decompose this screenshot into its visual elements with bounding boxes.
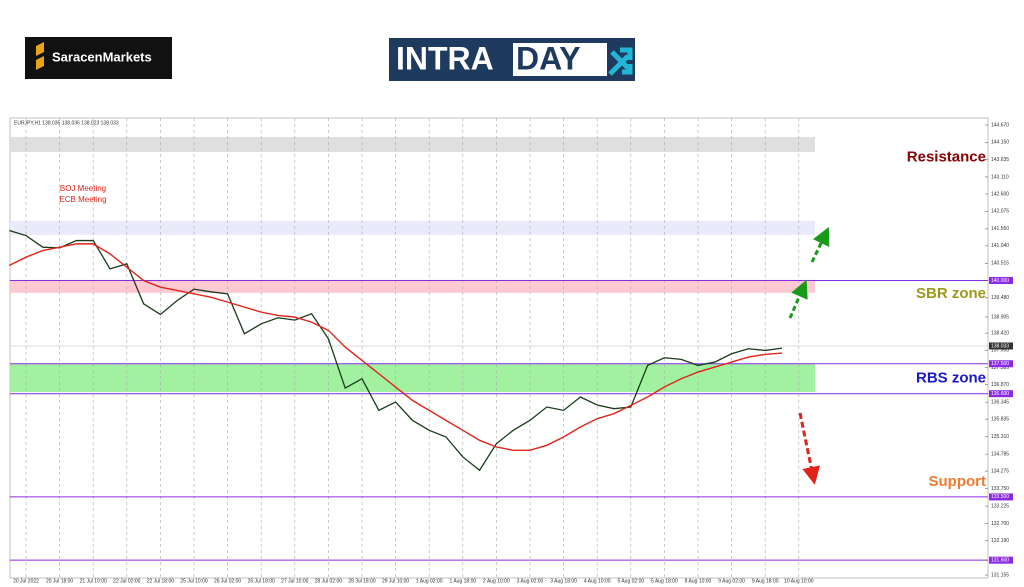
- x-tick-label: 22 Jul 02:00: [113, 578, 140, 584]
- x-tick-label: 2 Aug 10:00: [483, 578, 510, 584]
- y-tick-label: 137.385: [991, 365, 1009, 371]
- y-tick-label: 138.420: [991, 330, 1009, 336]
- y-tick-label: 136.345: [991, 400, 1009, 406]
- zone-label: SBR zone: [916, 285, 986, 302]
- brand-logo: [25, 37, 172, 79]
- y-tick-label: 142.600: [991, 191, 1009, 197]
- level-label-box: [989, 493, 1013, 501]
- y-tick-label: 133.225: [991, 503, 1009, 509]
- x-tick-label: 3 Aug 02:00: [517, 578, 544, 584]
- zone: [10, 279, 815, 293]
- x-tick-label: 28 Jul 18:00: [348, 578, 375, 584]
- x-tick-label: 3 Aug 18:00: [550, 578, 577, 584]
- x-tick-label: 20 Jul 2022: [13, 578, 39, 584]
- y-tick-label: 132.700: [991, 521, 1009, 527]
- x-tick-label: 4 Aug 10:00: [584, 578, 611, 584]
- badge-highlight: [513, 43, 607, 76]
- x-tick-label: 1 Aug 02:00: [416, 578, 443, 584]
- y-tick-label: 137.900: [991, 348, 1009, 354]
- y-tick-label: 133.750: [991, 486, 1009, 492]
- y-tick-label: 138.905: [991, 314, 1009, 320]
- arrow-down: [798, 412, 820, 485]
- symbol-info: EURJPY,H1 138.035 138.036 138.023 138.03…: [14, 120, 119, 126]
- y-tick-label: 143.110: [991, 174, 1009, 180]
- x-tick-label: 26 Jul 18:00: [248, 578, 275, 584]
- y-tick-label: 144.150: [991, 140, 1009, 146]
- brand-name: SaracenMarkets: [52, 49, 152, 64]
- level-label: 136.600: [991, 391, 1009, 397]
- level-label: 137.500: [991, 361, 1009, 367]
- annotation: ECB Meeting: [59, 195, 106, 204]
- x-tick-label: 22 Jul 18:00: [147, 578, 174, 584]
- level-label: 131.600: [991, 558, 1009, 564]
- y-tick-label: 136.870: [991, 382, 1009, 388]
- y-tick-label: 139.480: [991, 295, 1009, 301]
- x-tick-label: 9 Aug 18:00: [752, 578, 779, 584]
- y-tick-label: 134.275: [991, 468, 1009, 474]
- y-tick-label: 143.635: [991, 157, 1009, 163]
- y-tick-label: 140.515: [991, 261, 1009, 267]
- zone-label: Resistance: [907, 148, 986, 165]
- brand-icon: [36, 42, 44, 70]
- x-tick-label: 20 Jul 18:00: [46, 578, 73, 584]
- y-tick-label: 132.190: [991, 538, 1009, 544]
- y-tick-label: 135.835: [991, 417, 1009, 423]
- x-tick-label: 29 Jul 10:00: [382, 578, 409, 584]
- chart: 20 Jul 2022 20 Jul 18:00 21 Jul 10:00 22 Ju…: [8, 118, 1013, 584]
- series-line: [8, 243, 783, 452]
- level-label-box: [989, 390, 1013, 398]
- x-tick-label: 28 Jul 02:00: [315, 578, 342, 584]
- level-label: 140.000: [991, 278, 1009, 284]
- y-tick-label: 142.075: [991, 209, 1009, 215]
- arrow-up: [788, 279, 808, 319]
- series-line: [9, 229, 783, 472]
- x-tick-label: 21 Jul 10:00: [80, 578, 107, 584]
- level-label-box: [989, 276, 1013, 284]
- x-tick-label: 25 Jul 10:00: [180, 578, 207, 584]
- chart-frame: [9, 117, 989, 579]
- zone: [10, 364, 815, 393]
- annotation: BOJ Meeting: [60, 184, 106, 193]
- zone: [10, 220, 815, 235]
- y-tick-label: 135.310: [991, 434, 1009, 440]
- x-tick-label: 27 Jul 10:00: [281, 578, 308, 584]
- arrow-up: [810, 226, 830, 263]
- badge-icon: [608, 47, 633, 76]
- badge-text: INTRA: [396, 40, 494, 76]
- price-label: 138.033: [991, 343, 1009, 349]
- x-tick-label: 8 Aug 10:00: [685, 578, 712, 584]
- zone-label: Support: [929, 473, 987, 490]
- zone-label: RBS zone: [916, 370, 986, 387]
- x-tick-label: 26 Jul 02:00: [214, 578, 241, 584]
- x-tick-label: 9 Aug 02:00: [718, 578, 745, 584]
- x-tick-label: 5 Aug 18:00: [651, 578, 678, 584]
- y-tick-label: 144.670: [991, 122, 1009, 128]
- badge-text: DAY: [516, 40, 581, 76]
- x-tick-label: 1 Aug 18:00: [449, 578, 476, 584]
- y-tick-label: 141.550: [991, 226, 1009, 232]
- y-tick-label: 134.785: [991, 451, 1009, 457]
- x-tick-label: 10 Aug 10:00: [784, 578, 814, 584]
- y-tick-label: 141.040: [991, 243, 1009, 249]
- x-tick-label: 5 Aug 02:00: [617, 578, 644, 584]
- level-label-box: [989, 360, 1013, 368]
- price-label-box: [989, 342, 1013, 350]
- level-label: 133.500: [991, 494, 1009, 500]
- level-label-box: [989, 556, 1013, 564]
- zone: [10, 136, 815, 152]
- y-tick-label: 131.155: [991, 572, 1009, 578]
